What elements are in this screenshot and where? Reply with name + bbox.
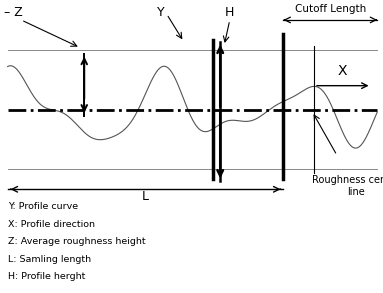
Text: X: Profile direction: X: Profile direction <box>8 220 95 229</box>
Text: X: X <box>338 64 347 78</box>
Text: Y: Profile curve: Y: Profile curve <box>8 202 78 211</box>
Text: Z: Average roughness height: Z: Average roughness height <box>8 237 145 246</box>
Text: L: Samling length: L: Samling length <box>8 255 91 264</box>
Text: Cutoff Length: Cutoff Length <box>295 4 366 14</box>
Text: H: Profile herght: H: Profile herght <box>8 272 85 282</box>
Text: – Z: – Z <box>4 6 23 19</box>
Text: Y: Y <box>157 6 165 19</box>
Text: Roughness center
line: Roughness center line <box>312 175 383 197</box>
Text: L: L <box>142 190 149 203</box>
Text: H: H <box>225 6 234 19</box>
